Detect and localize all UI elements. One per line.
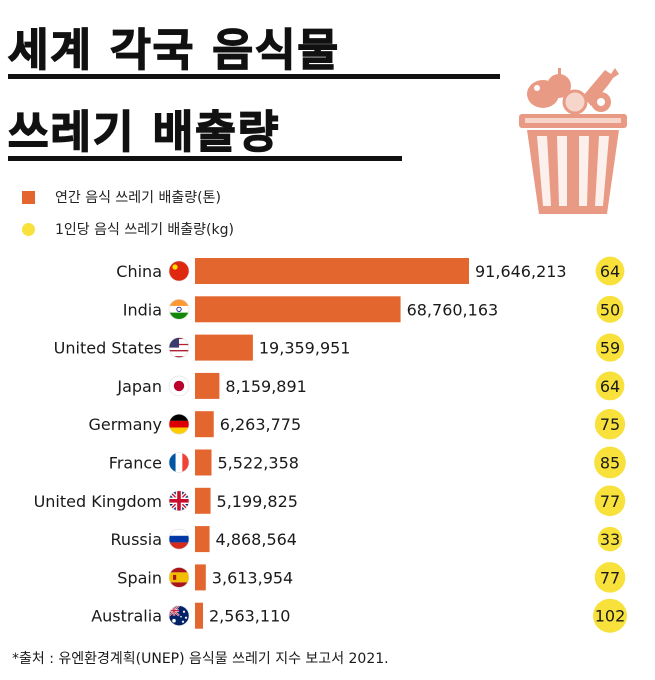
per-capita-dot <box>597 526 623 552</box>
legend-label-annual: 연간 음식 쓰레기 배출량(톤) <box>55 190 221 206</box>
category-label: Germany <box>88 415 162 434</box>
bar <box>195 372 220 399</box>
per-capita-label: 50 <box>600 300 620 319</box>
bar-value-label: 91,646,213 <box>475 262 567 281</box>
apple-icon <box>547 74 571 98</box>
title-underline-1 <box>8 74 500 79</box>
bar <box>195 334 253 361</box>
bar <box>195 602 203 629</box>
per-capita-label: 77 <box>600 568 620 587</box>
title-underline-2 <box>8 156 402 161</box>
drumstick-icon <box>583 68 619 106</box>
category-label: United Kingdom <box>34 492 162 511</box>
food-waste-bucket-icon <box>519 68 627 214</box>
bar <box>195 258 469 284</box>
legend-item-annual: 연간 음식 쓰레기 배출량(톤) <box>22 187 221 207</box>
per-capita-dot <box>594 485 626 517</box>
flag-icon-russia <box>168 528 190 550</box>
bar-value-label: 19,359,951 <box>259 339 351 358</box>
flag-icon-japan <box>168 375 190 397</box>
per-capita-label: 33 <box>600 530 620 549</box>
per-capita-dot <box>595 371 625 401</box>
title-line-2: 쓰레기 배출량 <box>7 106 281 159</box>
bar-value-label: 4,868,564 <box>216 530 297 549</box>
bar <box>195 564 206 591</box>
bar-value-label: 8,159,891 <box>225 377 306 396</box>
per-capita-label: 64 <box>600 377 620 396</box>
title-line-1: 세계 각국 음식물 <box>7 24 340 77</box>
flag-icon-uk <box>168 490 190 512</box>
bar-value-label: 2,563,110 <box>209 607 290 626</box>
bar <box>195 296 401 323</box>
category-label: Australia <box>91 607 162 626</box>
per-capita-dot <box>594 446 626 479</box>
legend-swatch-dot <box>22 222 35 236</box>
bar-value-label: 5,199,825 <box>217 492 298 511</box>
bar-value-label: 3,613,954 <box>212 568 293 587</box>
category-label: United States <box>54 339 162 358</box>
category-label: Spain <box>117 568 162 587</box>
bar <box>195 487 211 514</box>
per-capita-dot <box>594 562 626 593</box>
category-label: Japan <box>116 377 162 396</box>
bar-chart: China 91,646,213 64 India 68,760,163 50 United… <box>34 256 627 633</box>
bar <box>195 449 212 476</box>
bar-value-label: 68,760,163 <box>407 300 499 319</box>
flag-icon-australia <box>168 605 190 627</box>
category-label: China <box>116 262 162 281</box>
bar-value-label: 5,522,358 <box>218 454 299 473</box>
flag-icon-india <box>168 298 190 320</box>
per-capita-label: 64 <box>600 262 620 281</box>
per-capita-dot <box>593 598 627 633</box>
bar <box>195 526 210 553</box>
flag-icon-spain <box>168 567 190 588</box>
per-capita-label: 77 <box>600 492 620 511</box>
per-capita-dot <box>596 295 624 323</box>
flag-icon-usa <box>168 337 190 358</box>
bar <box>195 411 214 438</box>
flag-icon-china <box>168 260 190 282</box>
legend-label-per-capita: 1인당 음식 쓰레기 배출량(kg) <box>55 222 234 238</box>
per-capita-label: 75 <box>600 415 620 434</box>
per-capita-label: 102 <box>595 607 626 626</box>
flag-icon-france <box>168 452 190 473</box>
flag-icon-germany <box>168 413 190 435</box>
category-label: France <box>109 454 162 473</box>
category-label: Russia <box>111 530 162 549</box>
per-capita-dot <box>595 256 625 286</box>
legend-item-per-capita: 1인당 음식 쓰레기 배출량(kg) <box>22 219 234 239</box>
per-capita-label: 85 <box>600 454 620 473</box>
per-capita-dot <box>594 409 626 440</box>
per-capita-label: 59 <box>600 339 620 358</box>
category-label: India <box>123 300 162 319</box>
bar-value-label: 6,263,775 <box>220 415 301 434</box>
legend-swatch-bar <box>22 190 35 204</box>
source-note: *출처 : 유엔환경계획(UNEP) 음식물 쓰레기 지수 보고서 2021. <box>12 651 389 667</box>
per-capita-dot <box>595 333 625 362</box>
